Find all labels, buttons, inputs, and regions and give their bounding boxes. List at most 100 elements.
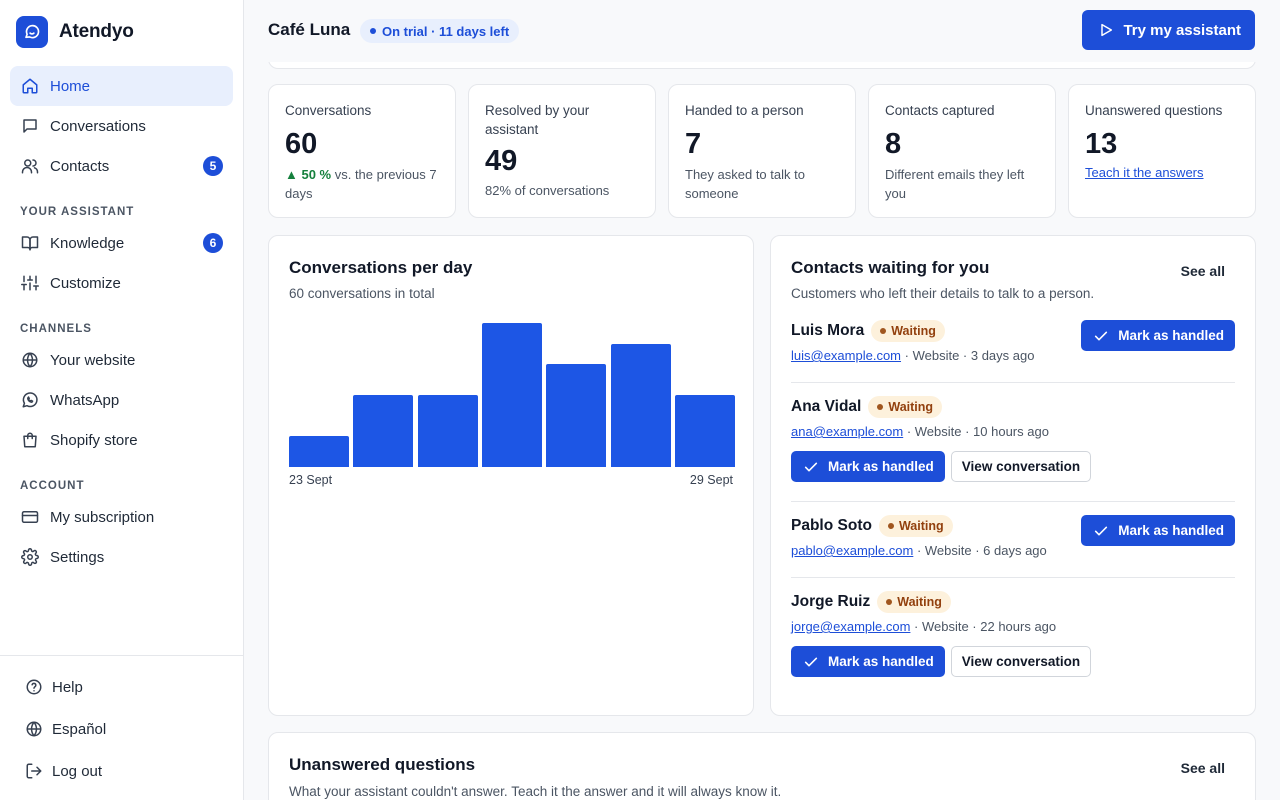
chart-bar-28-sept xyxy=(610,344,671,467)
chart-title: Conversations per day xyxy=(289,258,473,277)
sidebar-item-settings[interactable]: Settings xyxy=(10,537,233,577)
stat-value: 49 xyxy=(485,145,518,177)
stat-label: Unanswered questions xyxy=(1085,103,1223,118)
stat-value: 13 xyxy=(1085,128,1118,160)
globe-icon xyxy=(24,719,44,739)
try-assistant-button[interactable]: Try my assistant xyxy=(1082,10,1255,50)
contact-item: Ana Vidal Waiting ana@example.com · Websi… xyxy=(791,396,1235,482)
chart-x-start-label: 23 Sept xyxy=(289,473,333,487)
contacts-panel-subtitle: Customers who left their details to talk… xyxy=(791,286,1095,301)
chart-subtitle: 60 conversations in total xyxy=(289,286,435,301)
sidebar-item-home[interactable]: Home xyxy=(10,66,233,106)
nav-section-account: ACCOUNT xyxy=(20,480,85,492)
contact-email-link[interactable]: luis@example.com xyxy=(791,348,902,363)
stat-value: 8 xyxy=(885,128,902,160)
view-conversation-button[interactable]: View conversation xyxy=(950,451,1092,482)
globe-icon xyxy=(20,350,40,370)
home-icon xyxy=(20,76,40,96)
sidebar-item-customize[interactable]: Customize xyxy=(10,263,233,303)
contact-actions: Mark as handled View conversation xyxy=(791,451,1235,482)
sidebar-item-knowledge[interactable]: Knowledge 6 xyxy=(10,223,233,263)
stat-label: Resolved by your assistant xyxy=(485,103,590,137)
status-badge: Waiting xyxy=(871,320,945,342)
sidebar-item-subscription[interactable]: My subscription xyxy=(10,497,233,537)
sidebar-footer: Help Español Log out xyxy=(0,655,243,792)
sidebar-item-conversations[interactable]: Conversations xyxy=(10,106,233,146)
divider xyxy=(791,382,1235,383)
questions-panel-subtitle: What your assistant couldn't answer. Tea… xyxy=(289,784,782,799)
sidebar-item-whatsapp[interactable]: WhatsApp xyxy=(10,380,233,420)
language-selector[interactable]: Español xyxy=(0,708,243,750)
brand[interactable]: Atendyo xyxy=(16,16,134,48)
chart-bar-23-sept xyxy=(289,436,349,467)
sidebar-item-website[interactable]: Your website xyxy=(10,340,233,380)
shopping-bag-icon xyxy=(20,430,40,450)
unanswered-questions-panel: Unanswered questions What your assistant… xyxy=(268,732,1256,800)
whatsapp-icon xyxy=(20,390,40,410)
chart-bar-24-sept xyxy=(353,395,414,467)
contacts-panel-title: Contacts waiting for you xyxy=(791,258,990,277)
stat-sub: Different emails they left you xyxy=(885,167,1025,201)
stat-card-unanswered: Unanswered questions 13 Teach it the ans… xyxy=(1068,84,1256,218)
contact-name: Ana Vidal xyxy=(791,398,862,415)
stat-value: 60 xyxy=(285,128,318,160)
logout-button[interactable]: Log out xyxy=(0,750,243,792)
contact-email-link[interactable]: ana@example.com xyxy=(791,424,904,439)
conversations-bar-chart xyxy=(289,321,735,467)
contact-name: Pablo Soto xyxy=(791,517,872,534)
stat-label: Conversations xyxy=(285,103,372,118)
stat-change: ▲ 50 % xyxy=(285,167,332,182)
help-circle-icon xyxy=(24,677,44,697)
check-icon xyxy=(1093,328,1109,344)
mark-handled-label: Mark as handled xyxy=(1118,523,1224,538)
top-header: Café Luna On trial · 11 days left Try my… xyxy=(244,0,1280,62)
sidebar-item-shopify[interactable]: Shopify store xyxy=(10,420,233,460)
users-icon xyxy=(20,156,40,176)
contacts-see-all-link[interactable]: See all xyxy=(1180,263,1225,279)
mark-handled-button[interactable]: Mark as handled xyxy=(791,451,945,482)
contact-meta: luis@example.com · Website · 3 days ago xyxy=(791,348,1235,363)
mark-handled-button[interactable]: Mark as handled xyxy=(791,646,945,677)
contact-meta-text: · Website · 22 hours ago xyxy=(910,619,1057,634)
sidebar-item-contacts[interactable]: Contacts 5 xyxy=(10,146,233,186)
mark-handled-button[interactable]: Mark as handled xyxy=(1081,515,1235,546)
check-icon xyxy=(803,654,819,670)
brand-name: Atendyo xyxy=(59,21,134,42)
check-icon xyxy=(803,459,819,475)
sidebar-item-label: My subscription xyxy=(50,508,155,526)
logout-label: Log out xyxy=(52,762,103,780)
nav-section-assistant: YOUR ASSISTANT xyxy=(20,206,135,218)
logout-icon xyxy=(24,761,44,781)
mark-handled-label: Mark as handled xyxy=(828,459,934,474)
chart-bar-25-sept xyxy=(417,395,478,467)
contact-item: Jorge Ruiz Waiting jorge@example.com · We… xyxy=(791,591,1235,677)
chart-bar-27-sept xyxy=(546,364,607,467)
chart-bar-29-sept xyxy=(675,395,735,467)
view-conversation-button[interactable]: View conversation xyxy=(950,646,1092,677)
stat-card-conversations: Conversations 60 ▲ 50 % vs. the previous… xyxy=(268,84,456,218)
sidebar-item-label: Shopify store xyxy=(50,431,138,449)
help-link[interactable]: Help xyxy=(0,666,243,708)
stat-label: Handed to a person xyxy=(685,103,804,118)
stat-card-resolved: Resolved by your assistant 49 82% of con… xyxy=(468,84,656,218)
contact-email-link[interactable]: jorge@example.com xyxy=(791,619,911,634)
try-assistant-label: Try my assistant xyxy=(1123,21,1241,39)
knowledge-count-badge: 6 xyxy=(203,233,223,253)
contact-email-link[interactable]: pablo@example.com xyxy=(791,543,914,558)
mark-handled-button[interactable]: Mark as handled xyxy=(1081,320,1235,351)
trial-badge: On trial · 11 days left xyxy=(360,19,520,43)
questions-see-all-link[interactable]: See all xyxy=(1180,760,1225,776)
conversations-chart-panel: Conversations per day 60 conversations i… xyxy=(268,235,754,716)
mark-handled-label: Mark as handled xyxy=(828,654,934,669)
book-icon xyxy=(20,233,40,253)
status-badge: Waiting xyxy=(877,591,951,613)
contact-meta-text: · Website · 6 days ago xyxy=(913,543,1047,558)
teach-answers-link[interactable]: Teach it the answers xyxy=(1085,165,1204,180)
contact-meta: pablo@example.com · Website · 6 days ago xyxy=(791,543,1235,558)
sidebar-item-label: Contacts xyxy=(50,157,110,175)
chart-x-end-label: 29 Sept xyxy=(689,473,733,487)
contact-meta: ana@example.com · Website · 10 hours ago xyxy=(791,424,1235,439)
sidebar-item-label: Your website xyxy=(50,351,136,369)
business-name: Café Luna xyxy=(268,20,351,39)
contact-actions: Mark as handled View conversation xyxy=(791,646,1235,677)
